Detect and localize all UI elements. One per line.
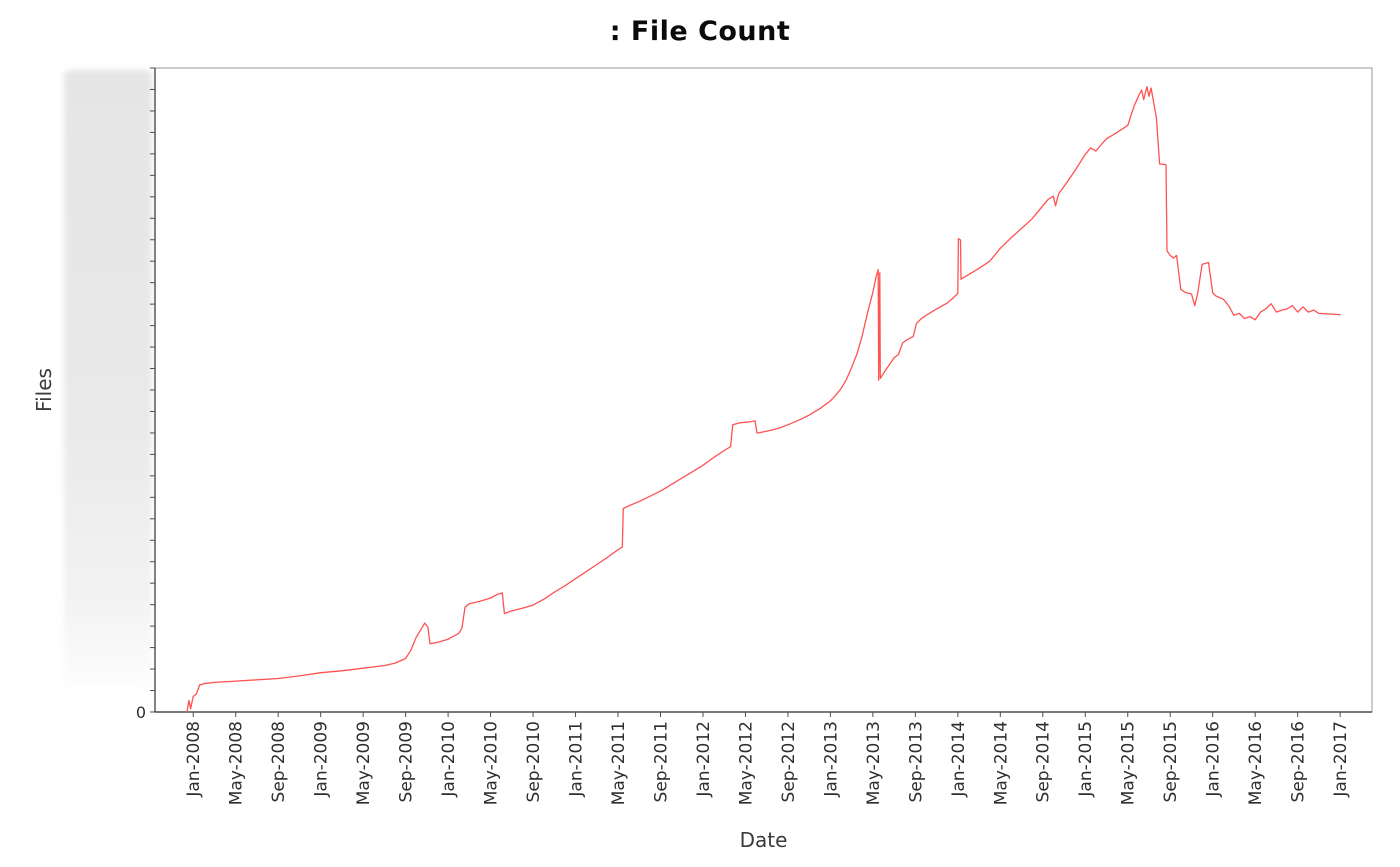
x-tick-label: Jan-2009 [312,721,332,798]
x-tick-label: May-2011 [609,721,629,805]
x-tick-label: Sep-2008 [269,721,289,802]
x-tick-label: Jan-2015 [1076,721,1096,798]
x-tick-label: Sep-2016 [1289,721,1309,802]
x-tick-label: Jan-2010 [439,721,459,798]
x-tick-label: Jan-2016 [1204,721,1224,798]
x-tick-label: Sep-2014 [1034,721,1054,802]
x-tick-label: May-2014 [991,721,1011,805]
x-tick-label: Jan-2014 [949,721,969,798]
chart-title: : File Count [609,16,791,47]
x-tick-label: Sep-2013 [906,721,926,802]
x-tick-label: May-2010 [482,721,502,805]
x-tick-label: Sep-2011 [651,721,671,802]
x-tick-label: May-2008 [227,721,247,805]
x-tick-label: May-2015 [1119,721,1139,805]
x-axis-title: Date [739,828,788,852]
redacted-y-axis-labels [64,70,152,688]
x-tick-label: Sep-2012 [779,721,799,802]
x-tick-label: Jan-2017 [1331,721,1351,798]
x-tick-label: May-2013 [864,721,884,805]
x-tick-label: Jan-2011 [566,721,586,798]
x-tick-label: Jan-2012 [694,721,714,798]
file-count-series-line [186,86,1341,713]
x-tick-label: Jan-2013 [821,721,841,798]
x-tick-label: Sep-2015 [1161,721,1181,802]
x-tick-label: Sep-2009 [397,721,417,802]
x-tick-label: Jan-2008 [184,721,204,798]
x-tick-label: Sep-2010 [524,721,544,802]
x-tick-label: May-2016 [1246,721,1266,805]
x-tick-label: May-2012 [736,721,756,805]
x-tick-label: May-2009 [354,721,374,805]
y-tick-label: 0 [136,703,146,722]
plot-border [154,67,1373,713]
